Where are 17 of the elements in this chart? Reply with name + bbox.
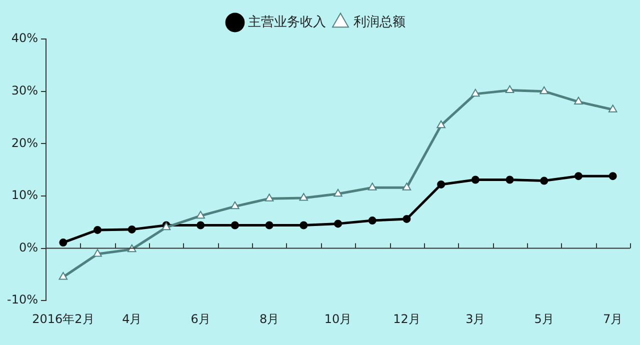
x-tick-label: 4月	[122, 312, 142, 326]
y-tick-label: 0%	[18, 240, 38, 254]
x-tick-label: 7月	[603, 312, 623, 326]
legend-label: 主营业务收入	[248, 14, 326, 30]
x-tick-label: 12月	[393, 312, 420, 326]
y-tick-label: 10%	[11, 188, 38, 202]
y-tick-label: 30%	[11, 83, 38, 98]
y-tick-label: 20%	[11, 136, 38, 150]
y-tick-label: -10%	[6, 292, 38, 307]
x-tick-label: 6月	[190, 312, 210, 326]
legend-label: 利润总额	[354, 14, 406, 30]
x-tick-label: 3月	[466, 312, 486, 326]
x-tick-label: 10月	[324, 312, 352, 326]
x-tick-label: 5月	[534, 312, 554, 326]
x-tick-label: 2016年2月	[32, 312, 94, 326]
x-tick-label: 8月	[259, 312, 280, 326]
y-tick-label: 40%	[11, 31, 38, 46]
